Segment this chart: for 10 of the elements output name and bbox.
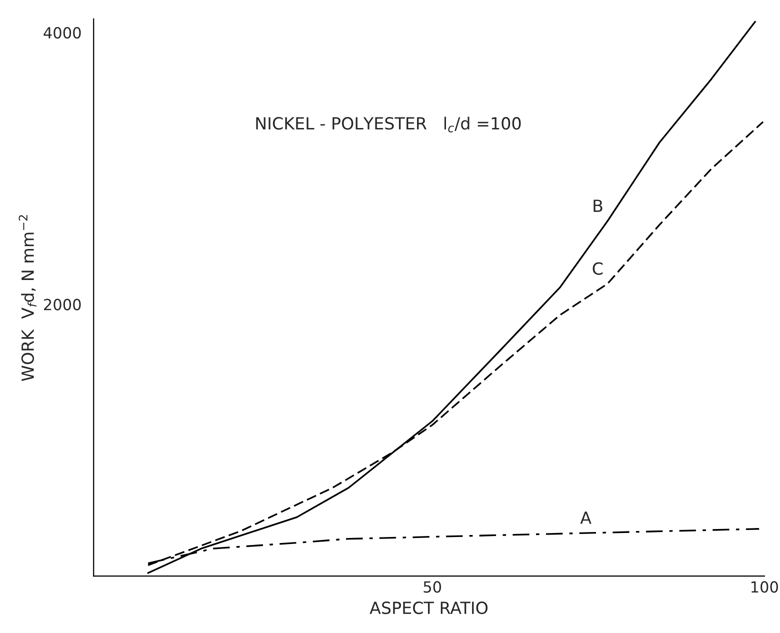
x-tick-label: 50 (424, 581, 442, 593)
y-tick-label: 2000 (44, 298, 81, 310)
series-label: A (580, 512, 592, 524)
x-tick-label: 100 (751, 581, 778, 593)
series-label: B (594, 200, 602, 212)
y-axis-title: WORK V$_{f}$d, N mm$^{−2}$ (18, 215, 36, 382)
y-tick-label: 4000 (44, 27, 81, 39)
series-label: C (592, 262, 603, 275)
x-axis-title: ASPECT RATIO (370, 602, 488, 614)
annotation: NICKEL - POLYESTER l$_{c}$/d =100 (256, 116, 521, 132)
